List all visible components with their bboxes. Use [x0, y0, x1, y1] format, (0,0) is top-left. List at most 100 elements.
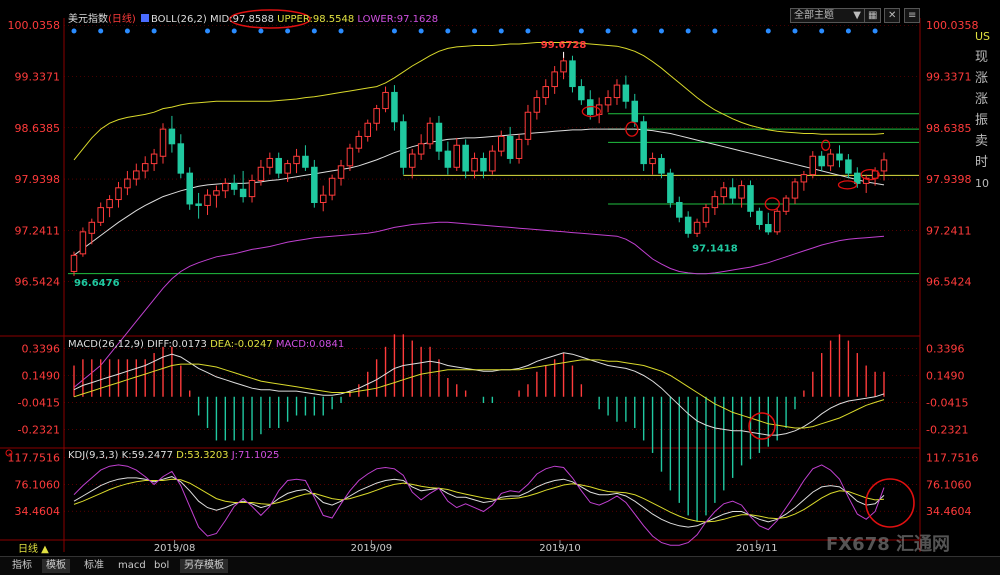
candle-body [257, 166, 265, 181]
candle-body [230, 182, 238, 190]
j-value: J:71.1025 [231, 450, 280, 461]
close-icon[interactable]: ✕ [884, 8, 901, 23]
event-dot [418, 28, 424, 34]
low-label: 97.1418 [692, 244, 738, 255]
candle-body [854, 172, 861, 184]
tab-bol[interactable]: bol [154, 560, 170, 571]
y-tick-label-left: 0.3396 [22, 343, 61, 356]
highlight-ellipse [764, 197, 780, 211]
candle-body [115, 187, 122, 201]
event-dot [525, 28, 531, 34]
x-tick-label: 2019/10 [539, 543, 581, 554]
y-tick-label-left: 100.0358 [8, 19, 61, 32]
event-dot [151, 28, 157, 34]
quote-field: 10 [975, 177, 989, 190]
candle-body [782, 197, 790, 212]
event-dot [391, 28, 397, 34]
high-label: 99.6728 [541, 40, 587, 51]
candle-body [124, 178, 131, 189]
tab-standard[interactable]: 标准 [84, 560, 104, 571]
band-upper-line [73, 42, 885, 161]
candle-body [506, 135, 514, 159]
y-tick-label-left: 99.3371 [15, 71, 61, 84]
kdj-title: KDJ(9,3,3) [68, 450, 119, 461]
tab-period[interactable]: 日线 ▲ [18, 544, 49, 555]
candle-body [346, 147, 354, 167]
candle-body [827, 153, 834, 167]
candle-body [319, 194, 327, 203]
y-tick-label-left: 98.6385 [15, 122, 61, 135]
event-dot [872, 28, 878, 34]
event-dot [472, 28, 478, 34]
candle-body [373, 108, 380, 124]
candle-body [489, 150, 496, 172]
event-dot [311, 28, 317, 34]
highlight-ellipse [581, 105, 602, 118]
y-tick-label-left: 76.1060 [15, 478, 61, 491]
tab-macd[interactable]: macd [118, 560, 146, 571]
mid-value: MID:97.8588 [209, 14, 274, 25]
candle-body [604, 97, 612, 106]
candle-body [417, 143, 425, 155]
x-tick-label: 2019/08 [154, 543, 196, 554]
event-dot [605, 28, 611, 34]
candle-body [542, 86, 550, 99]
highlight-circle [748, 412, 776, 440]
quote-field: 时 [975, 155, 989, 170]
chevron-down-icon: ▼ [853, 10, 861, 21]
indicator-icon [141, 14, 149, 22]
event-dot [792, 28, 798, 34]
candle-body [862, 177, 870, 184]
candle-body [524, 111, 532, 140]
candle-body [444, 150, 452, 168]
candle-body [622, 84, 630, 102]
y-tick-label-right: 98.6385 [926, 122, 972, 135]
candle-body [747, 185, 754, 212]
macd-title: MACD(26,12,9) [68, 339, 144, 350]
y-tick-label-right: 96.5424 [926, 276, 972, 289]
quote-panel: US 现 涨 涨 振 卖 时 10 [975, 26, 1000, 196]
diff-value: DIFF:0.0173 [147, 339, 207, 350]
candle-body [239, 188, 247, 198]
tab-template[interactable]: 模板 [42, 559, 70, 573]
candle-body [756, 210, 763, 225]
candle-body [88, 221, 96, 234]
event-dot [205, 28, 211, 34]
event-dot [845, 28, 851, 34]
event-dot [98, 28, 104, 34]
header-legend: 美元指数(日线) BOLL(26,2) MID:97.8588 UPPER:98… [68, 10, 438, 25]
d-value: D:53.3203 [176, 450, 229, 461]
quote-field: 振 [975, 113, 989, 128]
candle-body [79, 231, 87, 255]
candle-body [426, 122, 434, 145]
tab-save-template[interactable]: 另存模板 [180, 559, 228, 573]
candle-body [355, 135, 363, 149]
event-dot [819, 28, 825, 34]
candle-body [836, 153, 843, 161]
tab-indicator[interactable]: 指标 [12, 560, 32, 571]
candle-body [702, 207, 710, 223]
highlight-ellipse [229, 9, 311, 29]
candle-body [364, 122, 371, 137]
y-tick-label-right: 0.3396 [926, 343, 965, 356]
event-dot [124, 28, 130, 34]
highlight-ellipse [821, 139, 831, 151]
candle-body [391, 91, 398, 123]
chart-grid [0, 18, 921, 552]
y-tick-label-right: 99.3371 [926, 71, 972, 84]
grid-icon[interactable]: ▦ [864, 8, 882, 23]
y-tick-label-right: 0.1490 [926, 370, 965, 383]
candle-body [311, 166, 318, 203]
candle-body [658, 157, 665, 174]
kdj-legend: KDJ(9,3,3) K:59.2477 D:53.3203 J:71.1025 [68, 450, 279, 461]
menu-icon[interactable]: ≡ [904, 8, 921, 23]
candle-body [133, 170, 140, 180]
candle-body [649, 157, 656, 165]
theme-select[interactable]: 全部主题 ▼ [790, 8, 866, 23]
candle-body [275, 157, 282, 174]
k-value: K:59.2477 [121, 450, 173, 461]
bollinger-bands [73, 42, 885, 388]
quote-code: US [975, 30, 991, 43]
y-tick-label-right: 97.2411 [926, 224, 972, 237]
